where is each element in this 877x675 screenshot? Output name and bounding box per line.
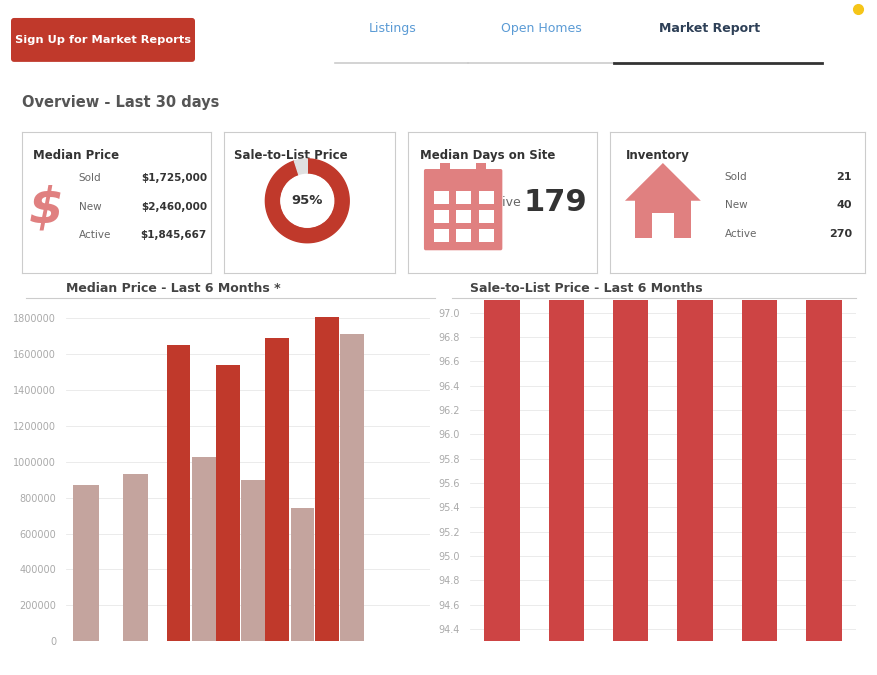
Text: Median Price: Median Price	[33, 148, 119, 161]
Text: Median Price - Last 6 Months *: Median Price - Last 6 Months *	[66, 282, 280, 295]
Bar	[265, 338, 289, 641]
Text: Sign Up for Market Reports: Sign Up for Market Reports	[15, 35, 191, 45]
Bar	[433, 191, 448, 204]
Text: Listings: Listings	[368, 22, 417, 36]
Bar	[456, 229, 471, 242]
FancyBboxPatch shape	[424, 169, 502, 250]
Polygon shape	[294, 159, 307, 175]
Text: $: $	[29, 184, 64, 232]
Text: Active: Active	[79, 230, 111, 240]
Text: Sale-to-List Price: Sale-to-List Price	[234, 148, 347, 161]
Text: $2,460,000: $2,460,000	[140, 202, 207, 212]
Bar	[651, 213, 674, 238]
Text: 270: 270	[828, 229, 851, 239]
Bar	[167, 345, 190, 641]
Bar	[433, 210, 448, 223]
Bar	[456, 191, 471, 204]
Text: Inventory: Inventory	[624, 148, 688, 161]
Bar	[290, 508, 314, 641]
Bar	[192, 458, 215, 641]
Circle shape	[281, 174, 333, 227]
Text: Sold: Sold	[724, 172, 746, 182]
Text: Median Days on Site: Median Days on Site	[419, 148, 554, 161]
Text: 95%: 95%	[291, 194, 323, 207]
Text: Sold: Sold	[79, 173, 101, 184]
Bar	[484, 0, 519, 641]
Text: $1,845,667: $1,845,667	[140, 230, 207, 240]
Bar	[456, 210, 471, 223]
Text: Active: Active	[482, 196, 522, 209]
Bar	[805, 0, 840, 641]
Bar	[476, 163, 486, 173]
Text: Active: Active	[724, 229, 756, 239]
Bar	[634, 199, 689, 238]
Text: Overview - Last 30 days: Overview - Last 30 days	[22, 95, 219, 110]
Text: 40: 40	[836, 200, 851, 211]
Bar	[479, 229, 494, 242]
Bar	[74, 485, 98, 641]
Text: Market Report: Market Report	[659, 22, 759, 36]
Bar	[741, 0, 776, 641]
Bar	[612, 0, 648, 641]
Bar	[340, 334, 364, 641]
Polygon shape	[624, 163, 700, 200]
Text: 179: 179	[523, 188, 587, 217]
Text: Sale-to-List Price - Last 6 Months: Sale-to-List Price - Last 6 Months	[469, 282, 702, 295]
Bar	[433, 229, 448, 242]
Text: New: New	[724, 200, 746, 211]
Bar	[479, 191, 494, 204]
FancyBboxPatch shape	[425, 171, 500, 184]
FancyBboxPatch shape	[11, 18, 195, 62]
Polygon shape	[265, 159, 349, 243]
Bar	[548, 0, 583, 641]
Text: Open Homes: Open Homes	[500, 22, 581, 36]
Bar	[123, 475, 148, 641]
Text: 21: 21	[836, 172, 851, 182]
Bar	[216, 365, 239, 641]
Bar	[439, 163, 449, 173]
Text: $1,725,000: $1,725,000	[140, 173, 207, 184]
Bar	[479, 210, 494, 223]
Bar	[241, 480, 265, 641]
Bar	[677, 0, 712, 641]
Bar	[315, 317, 339, 641]
Text: New: New	[79, 202, 101, 212]
